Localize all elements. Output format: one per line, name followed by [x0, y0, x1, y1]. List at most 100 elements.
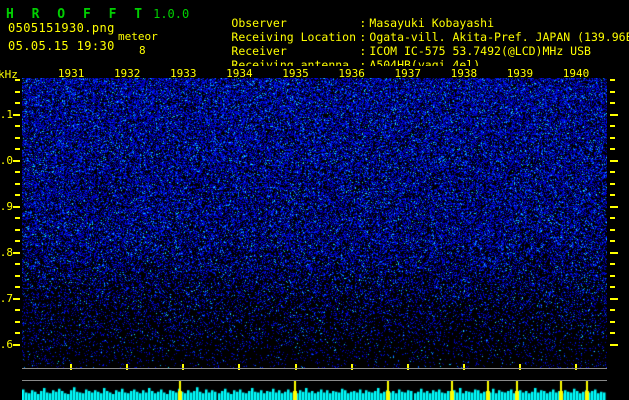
info-key: Receiving Location — [231, 30, 357, 44]
y-tick-right — [610, 309, 615, 312]
y-tick-minor — [15, 240, 20, 243]
meteor-count-value: 8 — [139, 44, 146, 57]
y-tick-right — [610, 332, 615, 335]
x-axis-time-label: 1934 — [226, 67, 253, 80]
y-tick-minor — [15, 90, 20, 93]
y-axis: 1.1 1.0 0.9 0.8 0.7 0.6 — [0, 66, 22, 400]
spectrogram-image — [22, 78, 607, 368]
y-tick-right — [610, 148, 615, 151]
info-row: Receiver: ICOM IC-575 53.7492(@LCD)MHz US… — [176, 30, 629, 58]
x-axis-time-label: 1937 — [394, 67, 421, 80]
header-panel: H R O F F T 1.0.0 0505151930.png 05.05.15… — [0, 0, 629, 72]
x-axis-tick — [70, 364, 73, 370]
x-axis-time-label: 1940 — [562, 67, 590, 80]
y-tick-right — [610, 343, 618, 346]
y-tick-right — [610, 286, 615, 289]
y-tick-minor — [15, 217, 20, 220]
y-tick-minor — [15, 274, 20, 277]
x-axis-tick — [238, 364, 241, 370]
x-axis-tick — [294, 364, 297, 370]
y-tick-major — [13, 159, 20, 162]
y-tick-minor — [15, 194, 20, 197]
info-key: Receiver — [231, 44, 287, 58]
y-tick-right — [610, 136, 615, 139]
x-axis-tick — [126, 364, 129, 370]
info-separator: : — [359, 44, 367, 58]
info-value: ICOM IC-575 53.7492(@LCD)MHz USB — [369, 44, 591, 58]
info-separator: : — [359, 16, 367, 30]
x-axis-time-label: 1933 — [170, 67, 197, 80]
y-tick-minor — [15, 309, 20, 312]
spectrogram-panel: kHz 1.1 1.0 0.9 0.8 0.7 0.6 1931 1932 1933 1934 1… — [0, 66, 629, 400]
separator-line-lower — [22, 380, 607, 381]
y-tick-minor — [15, 228, 20, 231]
x-axis-time-label: 1931 — [57, 67, 85, 80]
y-axis-label: 1.1 — [0, 107, 13, 121]
y-tick-right — [610, 182, 615, 185]
y-tick-major — [13, 251, 20, 254]
info-separator: : — [359, 58, 367, 72]
app-version: 1.0.0 — [153, 7, 190, 21]
y-tick-minor — [15, 182, 20, 185]
filename-label: 0505151930.png — [8, 21, 115, 35]
y-tick-right — [610, 79, 615, 82]
y-tick-major — [13, 113, 20, 116]
y-axis-label: 0.6 — [0, 337, 13, 351]
x-axis-tick — [350, 364, 353, 370]
y-tick-right — [610, 194, 615, 197]
y-tick-right — [610, 251, 618, 254]
y-tick-right — [610, 263, 615, 266]
y-tick-minor — [15, 320, 20, 323]
observation-info-block: Observer: Masayuki Kobayashi Receiving Lo… — [176, 2, 629, 72]
amplitude-strip — [22, 381, 607, 400]
y-tick-minor — [15, 148, 20, 151]
y-tick-right — [610, 159, 618, 162]
x-axis-time-label: 1935 — [282, 67, 309, 80]
info-row: Receiving Location: Ogata-vill. Akita-Pre… — [176, 16, 629, 44]
x-axis-time-label: 1932 — [113, 67, 141, 80]
x-axis-tick — [462, 364, 465, 370]
info-value: Masayuki Kobayashi — [369, 16, 495, 30]
y-tick-minor — [15, 102, 20, 105]
x-axis-time-label: 1939 — [506, 67, 534, 80]
y-tick-right — [610, 297, 618, 300]
y-tick-major — [13, 343, 20, 346]
separator-line-upper — [22, 368, 607, 369]
y-tick-minor — [15, 171, 20, 174]
x-axis-time-label: 1938 — [450, 67, 478, 80]
y-tick-right — [610, 217, 615, 220]
app-name-letters: H R O F F T — [6, 7, 148, 22]
info-row: Observer: Masayuki Kobayashi — [176, 2, 629, 30]
y-tick-right — [610, 102, 615, 105]
right-axis — [607, 66, 629, 400]
app-title: H R O F F T 1.0.0 — [6, 3, 189, 22]
y-tick-major — [13, 205, 20, 208]
y-axis-label: 0.9 — [0, 199, 13, 213]
y-tick-right — [610, 205, 618, 208]
header-left-block: H R O F F T 1.0.0 0505151930.png 05.05.15… — [0, 0, 189, 66]
y-tick-right — [610, 171, 615, 174]
y-tick-minor — [15, 136, 20, 139]
info-separator: : — [359, 30, 367, 44]
y-tick-right — [610, 320, 615, 323]
y-tick-minor — [15, 125, 20, 128]
y-tick-minor — [15, 332, 20, 335]
y-axis-unit-label: kHz — [0, 68, 18, 81]
y-tick-right — [610, 90, 615, 93]
x-axis-tick — [575, 364, 578, 370]
info-key: Observer — [231, 16, 287, 30]
y-tick-right — [610, 274, 615, 277]
meteor-count-label: meteor — [118, 30, 158, 43]
x-axis-tick — [518, 364, 521, 370]
y-tick-right — [610, 113, 618, 116]
x-axis-time-label: 1936 — [338, 67, 365, 80]
y-tick-right — [610, 240, 615, 243]
y-tick-minor — [15, 79, 20, 82]
y-axis-label: 0.8 — [0, 245, 13, 259]
datetime-label: 05.05.15 19:30 — [8, 39, 115, 53]
y-tick-right — [610, 125, 615, 128]
y-tick-right — [610, 228, 615, 231]
y-tick-minor — [15, 286, 20, 289]
y-tick-major — [13, 297, 20, 300]
